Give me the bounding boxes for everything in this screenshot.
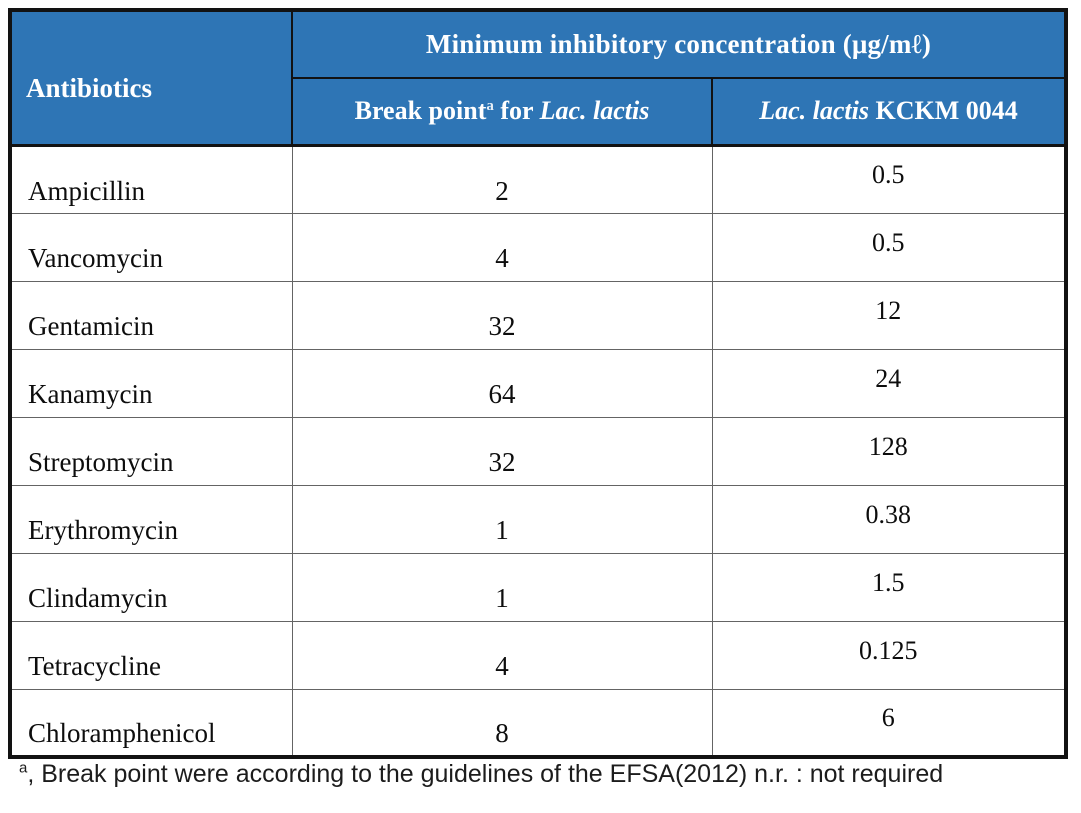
footnote: a, Break point were according to the gui… xyxy=(19,760,1069,789)
header-row-main: Antibiotics Minimum inhibitory concentra… xyxy=(9,9,1067,146)
antibiotic-name-cell: Chloramphenicol xyxy=(9,688,293,758)
break-point-cell: 1 xyxy=(291,552,713,622)
antibiotic-name-cell: Clindamycin xyxy=(9,552,293,622)
header-row-sub: Break pointa for Lac. lactis Lac. lactis… xyxy=(10,77,1067,146)
break-point-cell: 8 xyxy=(291,688,713,758)
table-row: Tetracycline 4 0.125 xyxy=(9,620,1067,690)
table-row: Gentamicin 32 12 xyxy=(9,280,1067,350)
kckm-value-cell: 0.125 xyxy=(711,620,1067,690)
kckm-value-cell: 0.38 xyxy=(711,484,1067,554)
antibiotic-name-cell: Streptomycin xyxy=(9,416,293,486)
break-point-cell: 32 xyxy=(291,416,713,486)
break-point-label: Break point xyxy=(354,96,487,126)
table-row: Erythromycin 1 0.38 xyxy=(9,484,1067,554)
antibiotic-name-cell: Erythromycin xyxy=(9,484,293,554)
table-header: Antibiotics Minimum inhibitory concentra… xyxy=(9,9,1067,146)
antibiotic-name-cell: Kanamycin xyxy=(9,348,293,418)
break-point-species: Lac. lactis xyxy=(539,96,650,126)
kckm-value-cell: 128 xyxy=(711,416,1067,486)
table-row: Kanamycin 64 24 xyxy=(9,348,1067,418)
kckm-value-cell: 24 xyxy=(711,348,1067,418)
kckm-species: Lac. lactis xyxy=(759,96,869,126)
kckm-value-cell: 6 xyxy=(711,688,1067,758)
table-row: Vancomycin 4 0.5 xyxy=(9,212,1067,282)
antibiotic-name-cell: Gentamicin xyxy=(9,280,293,350)
antibiotic-name-cell: Vancomycin xyxy=(9,212,293,282)
antibiotic-name-cell: Tetracycline xyxy=(9,620,293,690)
header-break-point: Break pointa for Lac. lactis xyxy=(291,77,713,146)
break-point-cell: 1 xyxy=(291,484,713,554)
antibiotic-name-cell: Ampicillin xyxy=(9,144,293,214)
break-point-cell: 4 xyxy=(291,620,713,690)
header-mic-title: Minimum inhibitory concentration (μg/mℓ) xyxy=(291,9,1067,79)
break-point-cell: 32 xyxy=(291,280,713,350)
header-kckm: Lac. lactis KCKM 0044 xyxy=(711,77,1067,146)
table-row: Streptomycin 32 128 xyxy=(9,416,1067,486)
table-row: Chloramphenicol 8 6 xyxy=(9,688,1067,758)
footnote-text: , Break point were according to the guid… xyxy=(27,760,944,788)
table-row: Clindamycin 1 1.5 xyxy=(9,552,1067,622)
break-point-cell: 4 xyxy=(291,212,713,282)
footnote-superscript: a xyxy=(19,759,28,777)
break-point-cell: 64 xyxy=(291,348,713,418)
break-point-for: for xyxy=(493,96,540,126)
kckm-value-cell: 12 xyxy=(711,280,1067,350)
break-point-cell: 2 xyxy=(291,144,713,214)
kckm-value-cell: 0.5 xyxy=(711,144,1067,214)
kckm-value-cell: 0.5 xyxy=(711,212,1067,282)
table-body: Ampicillin 2 0.5 Vancomycin 4 0.5 Gentam… xyxy=(9,144,1067,758)
table-row: Ampicillin 2 0.5 xyxy=(9,144,1067,214)
mic-table: Antibiotics Minimum inhibitory concentra… xyxy=(8,8,1068,759)
header-antibiotics: Antibiotics xyxy=(9,9,293,146)
break-point-superscript: a xyxy=(486,97,494,114)
kckm-value-cell: 1.5 xyxy=(711,552,1067,622)
kckm-strain: KCKM 0044 xyxy=(869,96,1018,126)
